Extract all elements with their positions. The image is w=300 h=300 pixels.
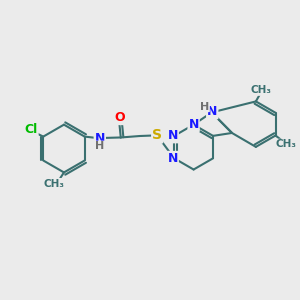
Text: S: S	[152, 128, 162, 142]
Text: H: H	[200, 102, 209, 112]
Text: Cl: Cl	[24, 123, 38, 136]
Text: CH₃: CH₃	[275, 139, 296, 149]
Text: N: N	[167, 129, 178, 142]
Text: N: N	[188, 118, 199, 131]
Text: N: N	[207, 105, 217, 118]
Text: H: H	[95, 141, 105, 151]
Text: CH₃: CH₃	[43, 178, 64, 188]
Text: N: N	[94, 132, 105, 145]
Text: O: O	[114, 111, 124, 124]
Text: CH₃: CH₃	[250, 85, 272, 95]
Text: N: N	[167, 152, 178, 165]
